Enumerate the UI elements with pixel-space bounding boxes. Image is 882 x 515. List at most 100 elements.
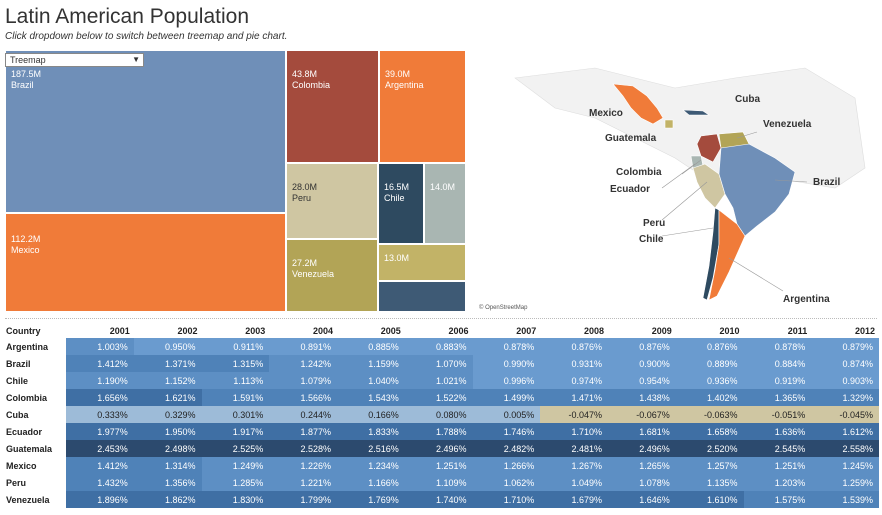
table-cell[interactable]: 1.522% xyxy=(404,389,473,406)
map-view[interactable]: Mexico Cuba Venezuela Guatemala Colombia… xyxy=(475,48,878,316)
table-cell[interactable]: 0.876% xyxy=(540,338,608,355)
table-cell[interactable]: 1.471% xyxy=(540,389,608,406)
table-cell[interactable]: 1.862% xyxy=(133,491,202,508)
table-cell[interactable]: 1.226% xyxy=(269,457,337,474)
treemap-tile-guatemala[interactable]: 13.0M xyxy=(378,244,466,281)
table-cell[interactable]: 1.249% xyxy=(201,457,270,474)
treemap-tile-argentina[interactable]: 39.0M Argentina xyxy=(379,50,466,163)
table-cell[interactable]: -0.045% xyxy=(811,406,879,423)
chart-type-dropdown[interactable]: Treemap ▼ xyxy=(5,53,144,67)
treemap-tile-colombia[interactable]: 43.8M Colombia xyxy=(286,50,379,163)
table-cell[interactable]: 0.244% xyxy=(269,406,337,423)
treemap-tile-venezuela[interactable]: 27.2M Venezuela xyxy=(286,239,378,312)
table-cell[interactable]: -0.067% xyxy=(608,406,676,423)
table-cell[interactable]: 1.438% xyxy=(608,389,676,406)
treemap-tile-brazil[interactable]: 187.5M Brazil xyxy=(5,50,286,213)
table-cell[interactable]: 1.371% xyxy=(133,355,202,372)
table-cell[interactable]: 2.525% xyxy=(201,440,270,457)
table-cell[interactable]: 2.516% xyxy=(337,440,405,457)
table-cell[interactable]: 0.883% xyxy=(404,338,473,355)
table-cell[interactable]: 2.453% xyxy=(66,440,134,457)
table-cell[interactable]: 1.950% xyxy=(133,423,202,440)
table-cell[interactable]: 1.636% xyxy=(743,423,812,440)
table-cell[interactable]: 1.079% xyxy=(269,372,337,389)
table-cell[interactable]: 0.166% xyxy=(337,406,405,423)
table-cell[interactable]: 1.314% xyxy=(133,457,202,474)
table-cell[interactable]: 1.612% xyxy=(811,423,879,440)
table-cell[interactable]: 1.656% xyxy=(66,389,134,406)
table-cell[interactable]: 0.329% xyxy=(133,406,202,423)
table-cell[interactable]: 1.432% xyxy=(66,474,134,491)
treemap-tile-cuba[interactable] xyxy=(378,281,466,312)
table-cell[interactable]: 0.954% xyxy=(608,372,676,389)
table-cell[interactable]: 1.621% xyxy=(133,389,202,406)
table-cell[interactable]: 1.062% xyxy=(472,474,541,491)
table-cell[interactable]: 2.545% xyxy=(743,440,812,457)
table-cell[interactable]: 1.412% xyxy=(66,457,134,474)
table-cell[interactable]: 2.496% xyxy=(608,440,676,457)
table-cell[interactable]: 1.251% xyxy=(743,457,812,474)
table-cell[interactable]: 1.539% xyxy=(811,491,879,508)
treemap-tile-chile[interactable]: 16.5M Chile xyxy=(378,163,424,244)
table-cell[interactable]: 1.257% xyxy=(675,457,744,474)
table-cell[interactable]: 0.891% xyxy=(269,338,337,355)
table-cell[interactable]: 1.833% xyxy=(337,423,405,440)
table-cell[interactable]: 1.543% xyxy=(337,389,405,406)
table-cell[interactable]: 1.877% xyxy=(269,423,337,440)
table-cell[interactable]: 1.021% xyxy=(404,372,473,389)
table-cell[interactable]: 1.356% xyxy=(133,474,202,491)
table-cell[interactable]: 1.251% xyxy=(404,457,473,474)
table-cell[interactable]: 2.496% xyxy=(404,440,473,457)
table-cell[interactable]: 1.135% xyxy=(675,474,744,491)
table-cell[interactable]: 0.876% xyxy=(675,338,744,355)
table-cell[interactable]: -0.063% xyxy=(675,406,744,423)
map-region-guatemala[interactable] xyxy=(664,119,674,129)
table-cell[interactable]: 1.679% xyxy=(540,491,608,508)
table-cell[interactable]: 1.152% xyxy=(133,372,202,389)
table-cell[interactable]: 1.113% xyxy=(201,372,270,389)
table-cell[interactable]: 0.936% xyxy=(675,372,744,389)
map-region-brazil[interactable] xyxy=(718,143,796,237)
table-cell[interactable]: 1.575% xyxy=(743,491,812,508)
table-cell[interactable]: 1.566% xyxy=(269,389,337,406)
table-cell[interactable]: 1.977% xyxy=(66,423,134,440)
table-cell[interactable]: 0.301% xyxy=(201,406,270,423)
table-cell[interactable]: 1.646% xyxy=(608,491,676,508)
table-cell[interactable]: 1.070% xyxy=(404,355,473,372)
table-cell[interactable]: 0.874% xyxy=(811,355,879,372)
table-cell[interactable]: 1.166% xyxy=(337,474,405,491)
table-cell[interactable]: 1.109% xyxy=(404,474,473,491)
table-cell[interactable]: 2.481% xyxy=(540,440,608,457)
table-cell[interactable]: 1.159% xyxy=(337,355,405,372)
table-cell[interactable]: 1.710% xyxy=(540,423,608,440)
table-cell[interactable]: 0.879% xyxy=(811,338,879,355)
table-cell[interactable]: 0.878% xyxy=(472,338,541,355)
table-cell[interactable]: 1.315% xyxy=(201,355,270,372)
table-cell[interactable]: 1.499% xyxy=(472,389,541,406)
table-cell[interactable]: 0.885% xyxy=(337,338,405,355)
table-cell[interactable]: 0.950% xyxy=(133,338,202,355)
table-cell[interactable]: 1.265% xyxy=(608,457,676,474)
table-cell[interactable]: 1.049% xyxy=(540,474,608,491)
table-cell[interactable]: 1.769% xyxy=(337,491,405,508)
treemap-tile-peru[interactable]: 28.0M Peru xyxy=(286,163,378,239)
table-cell[interactable]: 0.900% xyxy=(608,355,676,372)
table-cell[interactable]: 1.412% xyxy=(66,355,134,372)
treemap-tile-mexico[interactable]: 112.2M Mexico xyxy=(5,213,286,312)
table-cell[interactable]: 1.658% xyxy=(675,423,744,440)
table-cell[interactable]: 1.799% xyxy=(269,491,337,508)
table-cell[interactable]: 0.974% xyxy=(540,372,608,389)
table-cell[interactable]: 1.266% xyxy=(472,457,541,474)
table-cell[interactable]: 2.528% xyxy=(269,440,337,457)
table-cell[interactable]: 0.878% xyxy=(743,338,812,355)
table-cell[interactable]: 1.234% xyxy=(337,457,405,474)
table-cell[interactable]: 1.610% xyxy=(675,491,744,508)
map-region-colombia[interactable] xyxy=(696,133,722,163)
table-cell[interactable]: 1.267% xyxy=(540,457,608,474)
table-cell[interactable]: 0.996% xyxy=(472,372,541,389)
table-cell[interactable]: 1.003% xyxy=(66,338,134,355)
map-region-mexico[interactable] xyxy=(612,83,664,125)
table-cell[interactable]: 0.889% xyxy=(675,355,744,372)
table-cell[interactable]: 1.203% xyxy=(743,474,812,491)
map-region-argentina[interactable] xyxy=(708,209,746,301)
